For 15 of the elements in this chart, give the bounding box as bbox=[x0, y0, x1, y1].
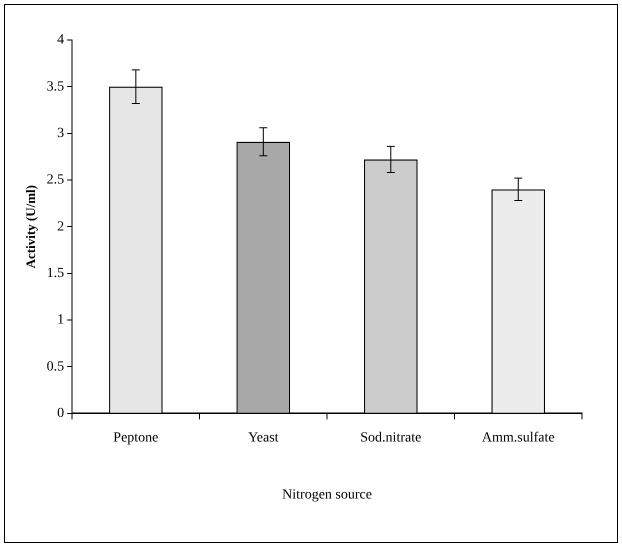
y-tick-label: 2.5 bbox=[46, 172, 64, 188]
y-tick-label: 3.5 bbox=[46, 79, 64, 94]
y-tick-label: 1 bbox=[57, 312, 64, 328]
x-axis-title: Nitrogen source bbox=[282, 487, 372, 502]
y-axis-title: Activity (U/ml) bbox=[23, 185, 38, 268]
y-tick-label: 1.5 bbox=[46, 266, 64, 282]
x-tick-label: Yeast bbox=[248, 430, 279, 446]
x-tick-label: Peptone bbox=[113, 430, 158, 446]
x-tick-label: Amm.sulfate bbox=[482, 430, 555, 446]
y-tick-label: 2 bbox=[57, 219, 64, 234]
y-tick-label: 4 bbox=[57, 32, 64, 48]
x-tick-label: Sod.nitrate bbox=[360, 430, 422, 446]
y-tick-label: 0 bbox=[57, 406, 64, 422]
y-tick-label: 0.5 bbox=[46, 359, 64, 374]
y-tick-label: 3 bbox=[57, 126, 64, 142]
